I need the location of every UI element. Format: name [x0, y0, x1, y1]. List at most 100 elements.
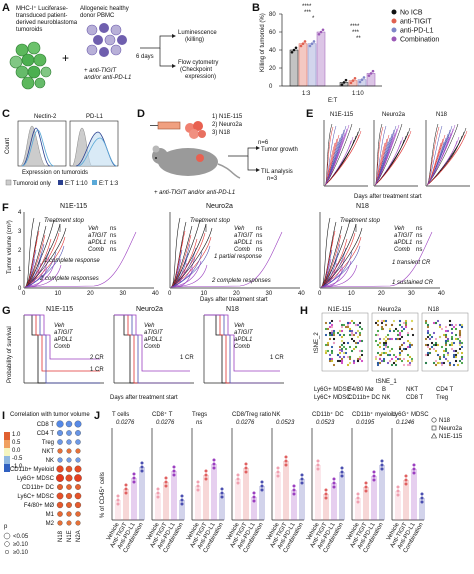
j-point: [164, 476, 168, 480]
panel-g: Probability of survival N1E-115VehaTIGIT…: [7, 306, 284, 401]
j-point: [244, 462, 248, 466]
out2-line3: expression): [185, 74, 216, 80]
g-legend-label: Veh: [234, 323, 245, 329]
h-title: Neuro2a: [378, 307, 402, 313]
h-point: [450, 347, 454, 351]
h-point: [326, 327, 330, 331]
j-point: [284, 455, 288, 459]
h-point: [376, 351, 380, 355]
i-row-label: Ly6C+ MDSC: [17, 494, 54, 500]
b-point: [371, 69, 375, 73]
j-point: [284, 463, 288, 467]
f-xtick: 40: [152, 291, 159, 297]
h-point: [390, 347, 394, 351]
h-point: [388, 327, 392, 331]
h-point: [444, 341, 448, 345]
j-point: [276, 474, 280, 478]
f-ytick: 3: [18, 229, 22, 235]
j-legend-label: N1E-115: [439, 434, 463, 440]
arrow-to-flow: [159, 48, 172, 67]
j-bar: [331, 483, 337, 520]
d-line-3: 3) N18: [212, 130, 231, 136]
h-point: [458, 341, 462, 345]
j-point: [324, 492, 328, 496]
h-point: [390, 337, 394, 341]
h-point: [340, 349, 344, 353]
e-growth-line: [426, 125, 443, 186]
d-out2-2: n=3: [267, 176, 278, 182]
i-dot: [56, 465, 64, 473]
b-legend-label: anti-PD-L1: [400, 28, 434, 35]
h-point: [338, 355, 342, 359]
h-point: [458, 331, 462, 335]
h-point: [374, 357, 378, 361]
j-title: CD8⁺ T: [152, 411, 173, 418]
j-point: [172, 473, 176, 477]
h-point: [358, 349, 362, 353]
b-point: [362, 76, 366, 79]
f-note: 2 complete responses: [211, 278, 271, 284]
d-bottom: + anti-TIGIT and/or anti-PD-L1: [154, 190, 235, 196]
h-point: [446, 353, 450, 357]
h-point: [382, 347, 386, 351]
h-point: [450, 337, 454, 341]
h-point: [454, 349, 458, 353]
h-box: [321, 312, 369, 372]
h-point: [388, 329, 392, 333]
g-legend-label: aTIGIT: [234, 330, 254, 336]
h-point: [442, 333, 446, 337]
c-xlabel: Expression on tumoroids: [22, 170, 88, 176]
tumor-cells-icon: [185, 121, 206, 139]
h-point: [446, 351, 450, 355]
panel-label-a: A: [2, 2, 10, 14]
h-point: [424, 353, 428, 357]
i-dot: [57, 520, 63, 526]
f-xtick: 0: [318, 291, 322, 297]
h-point: [340, 325, 344, 329]
i-dot: [66, 502, 72, 508]
i-dot: [57, 484, 63, 490]
panel-j: % of CD45⁺ cells T cells0.0276VehicleAnt…: [99, 411, 463, 554]
h-point: [330, 345, 334, 349]
j-point: [332, 477, 336, 481]
f-xtick: 0: [168, 291, 172, 297]
h-point: [384, 345, 388, 349]
f-xtick: 10: [201, 291, 208, 297]
f-ns: ns: [416, 247, 422, 253]
h-point: [336, 359, 340, 363]
h-point: [444, 357, 448, 361]
g-note: 1 CR: [270, 355, 284, 361]
h-point: [382, 337, 386, 341]
h-point: [342, 341, 346, 345]
j-point: [260, 488, 264, 492]
h-point: [382, 357, 386, 361]
j-point: [356, 492, 360, 496]
f-legend-label: Comb: [394, 247, 411, 253]
tumoroid-desc-3: derived neuroblastoma: [16, 20, 78, 26]
h-point: [434, 321, 438, 325]
h-point: [356, 359, 360, 363]
j-bar: [411, 469, 417, 520]
h-point: [428, 347, 432, 351]
j-point: [292, 492, 296, 496]
f-ns: ns: [110, 247, 116, 253]
h-point: [446, 329, 450, 333]
h-point: [379, 353, 383, 357]
j-point: [396, 489, 400, 493]
h-point: [426, 331, 430, 335]
h-point: [434, 343, 438, 347]
j-point: [212, 458, 216, 462]
h-point: [380, 321, 384, 325]
j-point: [180, 502, 184, 506]
i-dot: [66, 511, 72, 517]
h-point: [340, 343, 344, 347]
f-growth-curve: [24, 240, 38, 288]
h-point: [410, 327, 414, 331]
panel-label-j: J: [94, 410, 101, 422]
h-point: [350, 319, 354, 323]
h-point: [444, 349, 448, 353]
h-point: [330, 349, 334, 353]
h-point: [356, 357, 360, 361]
d-line-1: 1) N1E-115: [212, 114, 243, 120]
